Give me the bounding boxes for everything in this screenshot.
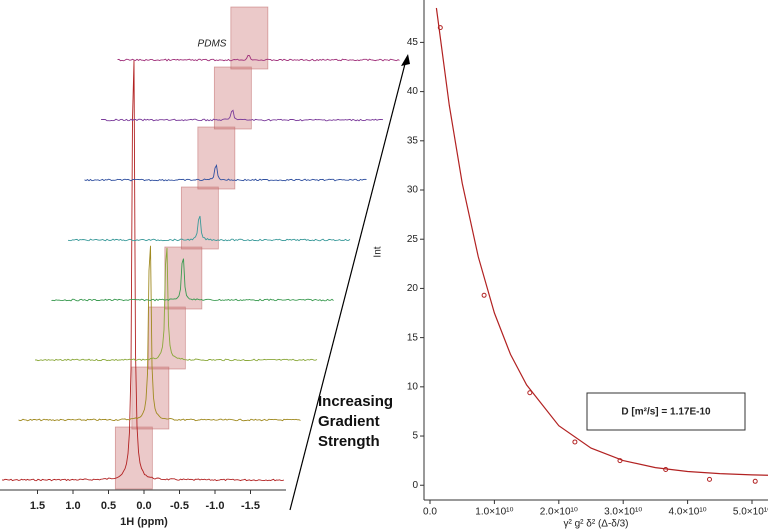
annotation-box (586, 392, 746, 431)
highlight-box (197, 126, 236, 190)
x-tick-label: 4.0×10¹⁰ (668, 507, 706, 518)
fit-curve (435, 7, 768, 476)
data-point (527, 390, 533, 396)
caption: Increasing Gradient Strength (318, 393, 394, 450)
highlight-box (131, 366, 170, 430)
y-tick-label: 30 (407, 185, 419, 196)
highlight-box (230, 6, 269, 70)
data-point (481, 292, 487, 298)
x-tick-label: 2.0×10¹⁰ (540, 507, 578, 518)
y-tick-label: 20 (407, 283, 419, 294)
highlight-box (114, 426, 153, 490)
x-axis-label: 1H (ppm) (120, 516, 168, 528)
data-point (617, 458, 623, 464)
x-tick-label: 1.0×10¹⁰ (475, 507, 513, 518)
spectrum-trace (67, 215, 351, 242)
annotation: D [m²/s] = 1.17E-10 (621, 407, 711, 418)
y-tick-label: 40 (407, 86, 419, 97)
highlight-box (147, 306, 186, 370)
y-tick-label: 10 (407, 381, 419, 392)
x-axis-label: γ² g² δ² (Δ-δ/3) (563, 519, 628, 530)
x-tick-label: 0.0 (423, 507, 437, 518)
spectrum-trace (100, 109, 384, 122)
y-tick-label: 5 (412, 431, 418, 442)
x-tick-label: 0.5 (101, 500, 116, 512)
x-tick-label: 1.5 (30, 500, 45, 512)
spectrum-trace (117, 54, 400, 62)
x-tick-label: -0.5 (170, 500, 189, 512)
data-point (663, 466, 669, 472)
x-tick-label: 5.0×10¹⁰ (733, 507, 768, 518)
annotation: PDMS (198, 39, 227, 50)
y-axis-label: Int (373, 246, 384, 257)
data-point (706, 476, 712, 482)
spectrum-trace (84, 164, 367, 182)
y-tick-label: 25 (407, 234, 419, 245)
y-tick-label: 0 (412, 480, 418, 491)
x-tick-label: -1.5 (241, 500, 260, 512)
x-tick-label: 1.0 (65, 500, 80, 512)
arrow-head (401, 54, 410, 66)
spectrum-trace (1, 60, 285, 482)
data-point (437, 25, 443, 31)
arrow (289, 59, 407, 511)
data-point (572, 439, 578, 445)
x-tick-label: 0.0 (136, 500, 151, 512)
data-point (752, 478, 758, 484)
y-tick-label: 45 (407, 37, 419, 48)
spectrum-trace (18, 245, 301, 422)
x-tick-label: 3.0×10¹⁰ (604, 507, 642, 518)
y-tick-label: 15 (407, 332, 419, 343)
x-tick-label: -1.0 (206, 500, 225, 512)
highlight-box (213, 66, 252, 130)
y-tick-label: 35 (407, 135, 419, 146)
spectrum-trace (34, 247, 318, 362)
spectrum-trace (51, 258, 334, 302)
